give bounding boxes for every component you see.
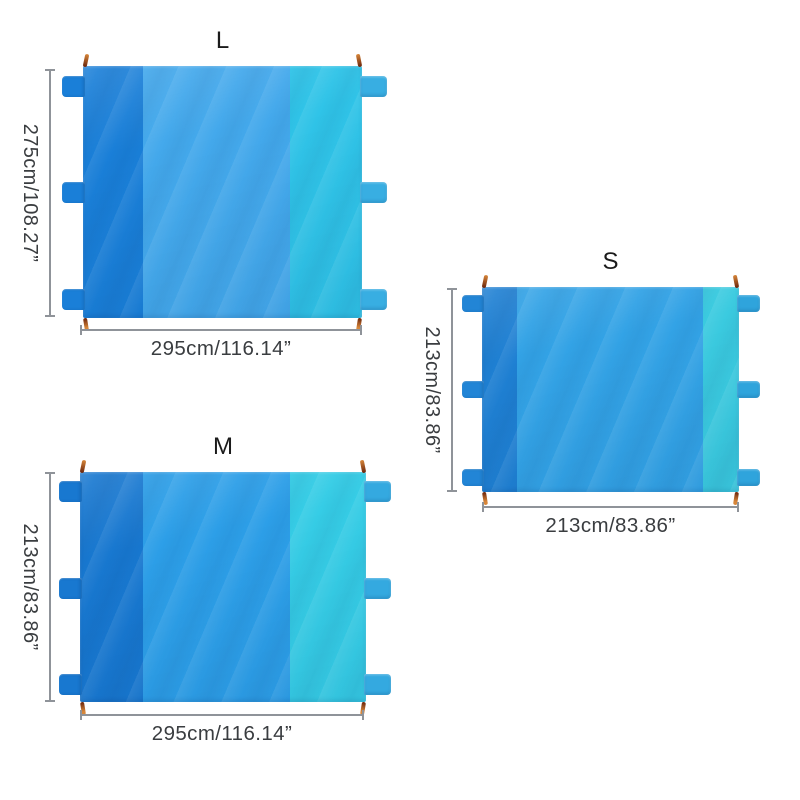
pocket-tab-right-3 [737,468,760,486]
pocket-tab-right-3 [364,674,391,696]
width-dimension-line [482,502,739,511]
fabric-band-cyan [290,472,366,702]
pocket-tab-right-2 [360,181,387,203]
width-dimension-line [80,325,362,334]
pocket-tab-left-3 [462,468,484,486]
pocket-tab-left-3 [59,674,82,696]
blanket-group-m: M 213cm/83.86” 295cm/116.14” [19,434,391,745]
blanket-graphic [62,53,387,332]
pocket-tab-left-1 [59,481,82,503]
size-title: M [213,433,233,460]
blanket-graphic [462,274,760,506]
pocket-tab-right-1 [360,76,387,98]
pocket-tab-left-2 [62,181,85,203]
pocket-tab-left-1 [462,295,484,313]
fabric-band-mid [143,66,290,318]
pocket-tab-right-1 [364,481,391,503]
blanket-group-s: S 213cm/83.86” 213cm/83.86” [421,249,760,537]
height-dimension-line [45,472,54,702]
pocket-tab-right-2 [737,381,760,399]
width-dimension-label: 295cm/116.14” [151,722,293,745]
fabric-band-mid [143,472,290,702]
pocket-tab-left-2 [59,577,82,599]
pocket-tab-left-3 [62,289,85,311]
fabric-band-dark [482,287,517,492]
fabric-band-dark [83,66,143,318]
height-dimension-line [447,288,456,492]
fabric-band-cyan [703,287,739,492]
width-dimension-label: 213cm/83.86” [545,514,676,537]
fabric-band-cyan [290,66,362,318]
height-dimension-label: 213cm/83.86” [19,523,41,651]
pocket-tab-left-1 [62,76,85,98]
fabric-band-mid [517,287,703,492]
size-title: S [602,248,619,275]
blanket-graphic [59,459,391,716]
width-dimension-line [80,710,364,719]
height-dimension-label: 275cm/108.27” [19,123,41,263]
pocket-tab-right-3 [360,289,387,311]
width-dimension-label: 295cm/116.14” [150,337,292,360]
fabric-band-dark [80,472,143,702]
blanket-group-l: L 275cm/108.27” 295cm/116.14” [19,28,387,360]
height-dimension-label: 213cm/83.86” [421,326,443,454]
pocket-tab-right-1 [737,295,760,313]
pocket-tab-right-2 [364,577,391,599]
pocket-tab-left-2 [462,381,484,399]
height-dimension-line [45,69,54,317]
size-title: L [215,27,230,54]
